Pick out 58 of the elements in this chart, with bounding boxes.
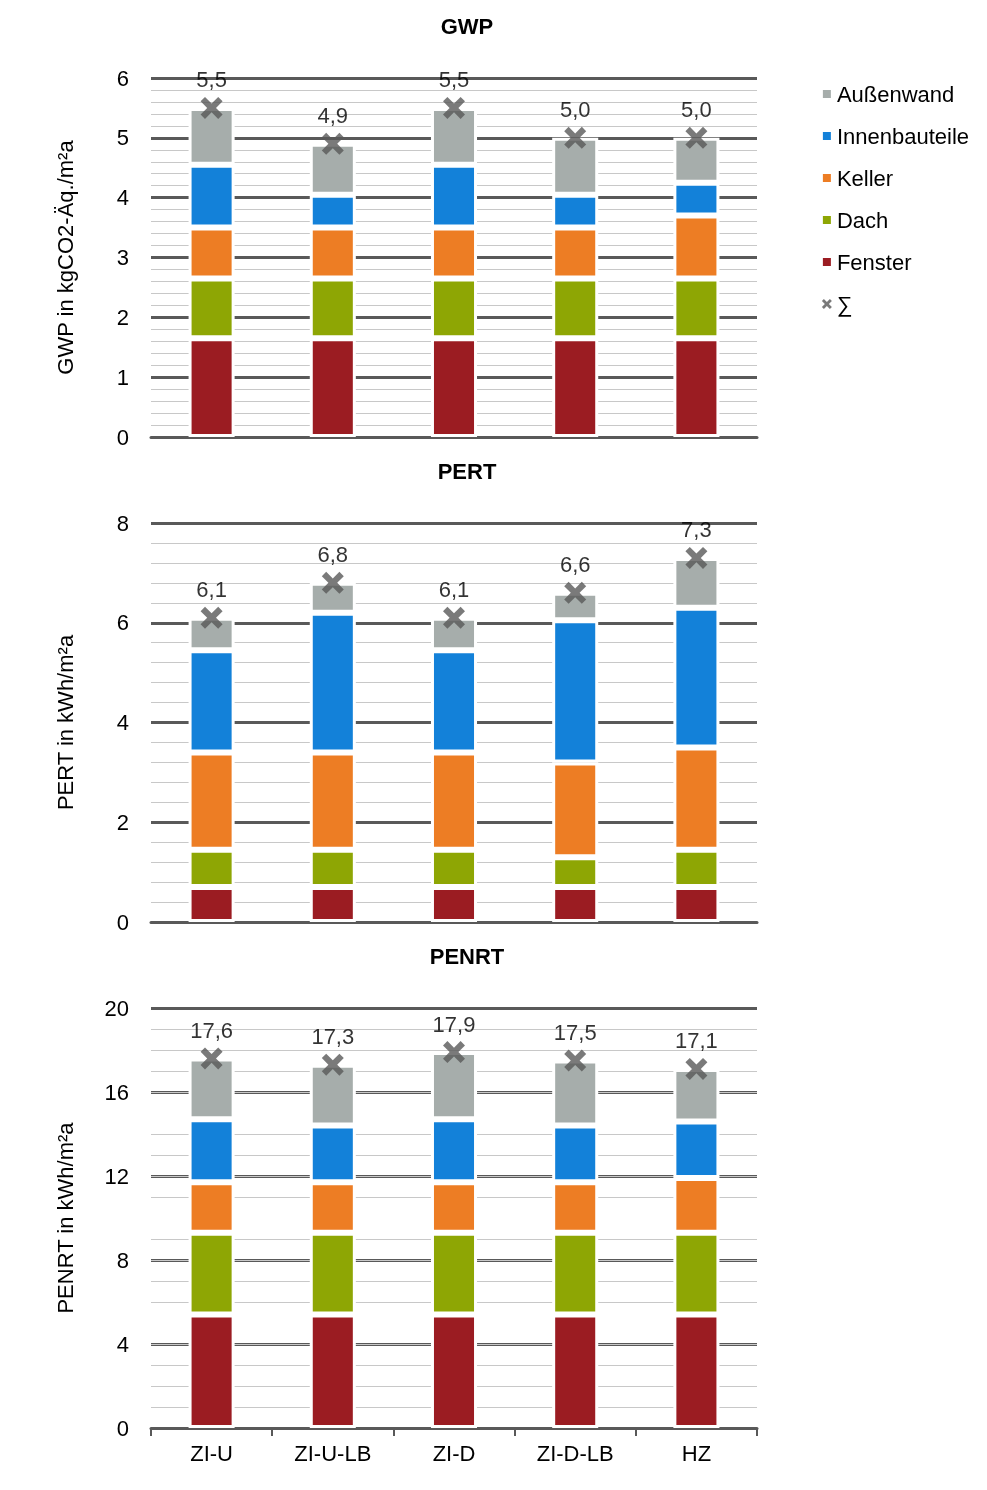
y-tick-label: 2 (116, 304, 129, 330)
data-label: 6,6 (559, 552, 591, 578)
y-tick-label: 20 (104, 995, 129, 1021)
y-axis-title: GWP in kgCO2-Äq./m²a (52, 139, 78, 375)
legend-label: ∑ (836, 291, 853, 317)
data-label: 4,9 (317, 103, 349, 129)
point (564, 581, 587, 604)
data-label: 17,3 (311, 1024, 355, 1050)
y-tick-label: 5 (116, 125, 129, 151)
legend-label: Außenwand (836, 81, 955, 107)
y-tick-label: 4 (116, 710, 129, 735)
data-label: 6,1 (196, 577, 227, 603)
y-axis-title: PENRT in kWh/m²a (52, 1121, 78, 1314)
legend-label: Innenbauteile (836, 123, 970, 149)
y-tick-label: 0 (116, 424, 129, 450)
y-axis-title: PERT in kWh/m²a (52, 634, 78, 811)
x-tick-label: ZI-D (432, 1440, 476, 1466)
y-tick-label: 0 (116, 1415, 129, 1441)
point (200, 606, 223, 629)
chart-title: GWP (440, 13, 494, 39)
data-label: 5,0 (681, 97, 712, 123)
data-label: 17,5 (553, 1020, 597, 1045)
x-tick-label: HZ (681, 1440, 712, 1466)
x-tick-label: ZI-U (190, 1440, 233, 1466)
data-label: 17,1 (674, 1028, 718, 1054)
y-tick-label: 8 (116, 1247, 129, 1273)
point (200, 96, 223, 119)
legend-label: Dach (836, 207, 889, 233)
data-label: 6,8 (317, 542, 349, 568)
legend-label: Fenster (836, 249, 912, 275)
point (564, 126, 587, 149)
y-tick-label: 1 (116, 364, 129, 390)
y-tick-label: 16 (104, 1079, 129, 1105)
chart-title: PENRT (429, 943, 505, 969)
point (443, 606, 465, 629)
data-label: 17,9 (432, 1011, 476, 1037)
y-tick-label: 6 (116, 65, 129, 91)
y-tick-label: 6 (116, 610, 129, 636)
y-tick-label: 3 (116, 245, 129, 270)
y-tick-label: 4 (116, 185, 129, 211)
x-tick-label: ZI-U-LB (294, 1440, 372, 1466)
y-tick-label: 2 (116, 809, 129, 835)
chart-title: PERT (437, 458, 497, 484)
data-label: 7,3 (681, 517, 712, 543)
point (443, 96, 465, 119)
y-tick-label: 8 (116, 510, 129, 536)
y-tick-label: 12 (104, 1163, 129, 1189)
point (321, 132, 344, 155)
point (321, 571, 344, 594)
x-tick-label: ZI-D-LB (536, 1440, 614, 1466)
legend-label: Keller (836, 165, 894, 191)
data-label: 5,0 (559, 97, 591, 123)
point (685, 126, 708, 149)
data-label: 17,6 (190, 1017, 234, 1043)
point (685, 546, 708, 569)
y-tick-label: 4 (116, 1331, 129, 1357)
data-label: 6,1 (438, 577, 470, 603)
y-tick-label: 0 (116, 909, 129, 935)
